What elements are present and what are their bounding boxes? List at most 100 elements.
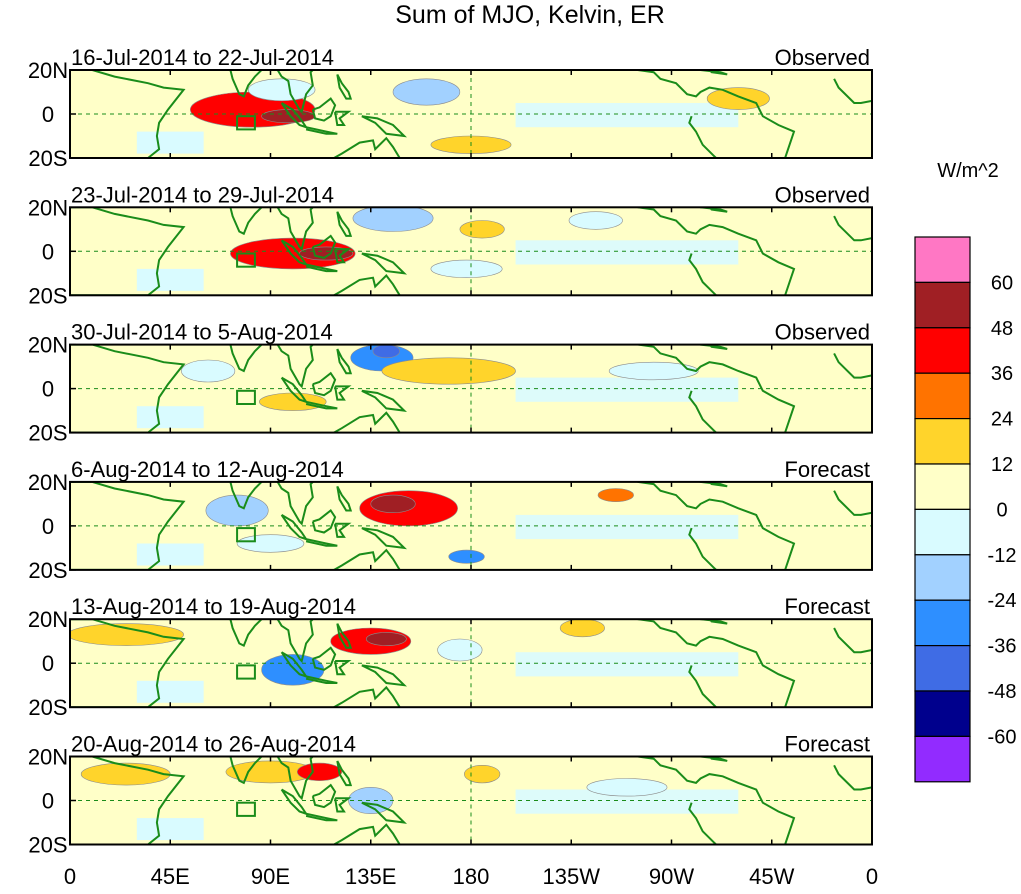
coastline (305, 126, 338, 135)
coastline (697, 619, 728, 625)
coastline (697, 756, 728, 762)
coastline (305, 400, 338, 410)
panel-period-label: 20-Aug-2014 to 26-Aug-2014 (71, 732, 356, 757)
coastline (361, 527, 408, 550)
anomaly-blob-2 (365, 632, 407, 646)
reference-box (236, 252, 256, 268)
coastline (336, 73, 353, 100)
coastline (228, 481, 340, 526)
y-tick-label: 20N (28, 58, 68, 83)
coastline (361, 252, 408, 275)
colorbar-label: -24 (988, 590, 1017, 612)
coastline (697, 70, 728, 76)
anomaly-blob-5 (430, 259, 503, 279)
colorbar-swatch (914, 372, 971, 420)
y-tick-label: 20N (28, 470, 68, 495)
y-tick-label: 0 (42, 651, 54, 676)
coastline (321, 273, 401, 296)
panel-period-label: 6-Aug-2014 to 12-Aug-2014 (71, 457, 344, 482)
y-tick-label: 20S (28, 421, 67, 446)
coastline (336, 623, 353, 649)
reference-box (236, 527, 256, 543)
field-band (136, 131, 204, 154)
coastline (833, 352, 872, 379)
reference-box (236, 801, 256, 817)
colorbar-swatch (914, 236, 971, 284)
panel-status-label: Forecast (784, 457, 870, 482)
coastline (311, 371, 337, 397)
colorbar-label: 60 (991, 272, 1013, 294)
panel-field (70, 207, 872, 296)
anomaly-blob-4 (70, 623, 184, 646)
coastline (228, 344, 340, 389)
coastline (636, 344, 796, 433)
coastline (321, 136, 401, 158)
coastline (70, 756, 186, 845)
reference-box (236, 115, 256, 131)
panel-2: 20N 0 20S 23-Jul-2014 to 29-Jul-2014 Observe… (28, 182, 873, 308)
coastline (321, 685, 401, 708)
y-tick-label: 20S (28, 558, 67, 583)
colorbar-label: 36 (991, 363, 1013, 385)
coastline (70, 207, 186, 296)
coastline (361, 664, 408, 687)
anomaly-blob-4 (459, 220, 505, 239)
colorbar-label: 12 (991, 454, 1013, 476)
coastline (311, 646, 337, 671)
field-band (136, 268, 204, 291)
panel-3: 20N 0 20S 30-Jul-2014 to 5-Aug-2014 Observed (28, 320, 873, 446)
panel-5: 20N 0 20S 13-Aug-2014 to 19-Aug-2014 Forecas… (28, 594, 873, 720)
colorbar-label: -48 (988, 681, 1017, 703)
panel-field (70, 344, 872, 433)
coastline (70, 481, 186, 570)
x-tick-label: 135W (543, 864, 601, 889)
coastline (334, 385, 352, 401)
coastline (228, 619, 340, 663)
coastline (688, 527, 717, 570)
panel-period-label: 16-Jul-2014 to 22-Jul-2014 (71, 45, 334, 70)
anomaly-blob-6 (236, 534, 305, 553)
panel-status-label: Observed (775, 45, 870, 70)
coastline (321, 411, 401, 433)
y-tick-label: 0 (42, 789, 54, 814)
coastline (228, 207, 340, 252)
colorbar-swatch (914, 418, 971, 465)
anomaly-blob-5 (464, 764, 501, 784)
field-band (515, 652, 739, 677)
x-tick-label: 135E (345, 864, 396, 889)
field-band (515, 377, 739, 402)
y-tick-label: 0 (42, 102, 54, 127)
coastline (336, 211, 353, 237)
panel-4: 20N 0 20S 6-Aug-2014 to 12-Aug-2014 Forecast (28, 457, 873, 583)
coastline (334, 797, 352, 813)
y-tick-label: 0 (42, 239, 54, 264)
coastline (336, 348, 353, 375)
y-tick-label: 20N (28, 333, 68, 358)
x-tick-label: 180 (453, 864, 490, 889)
coastline (311, 509, 337, 534)
coastline (305, 263, 338, 273)
y-tick-label: 20N (28, 607, 68, 632)
coastline (636, 619, 796, 708)
panel-period-label: 30-Jul-2014 to 5-Aug-2014 (71, 320, 333, 345)
anomaly-blob-5 (597, 488, 634, 502)
anomaly-blob-6 (247, 78, 316, 102)
colorbar-label: 48 (991, 318, 1013, 340)
y-tick-label: 0 (42, 514, 54, 539)
x-tick-label: 45E (151, 864, 190, 889)
field-band (136, 406, 204, 429)
colorbar-label: 24 (991, 409, 1013, 431)
coastline (636, 70, 796, 158)
panel-6: 20N 0 20S 20-Aug-2014 to 26-Aug-2014 Forecas… (28, 732, 873, 858)
coastline (636, 207, 796, 296)
coastline (334, 110, 352, 126)
anomaly-blob-2 (370, 494, 416, 514)
x-tick-label: 0 (866, 864, 878, 889)
coastline (311, 234, 337, 259)
field-band (136, 543, 204, 566)
anomaly-blob-6 (568, 211, 623, 230)
coastline (228, 756, 340, 801)
y-tick-label: 20S (28, 146, 67, 171)
